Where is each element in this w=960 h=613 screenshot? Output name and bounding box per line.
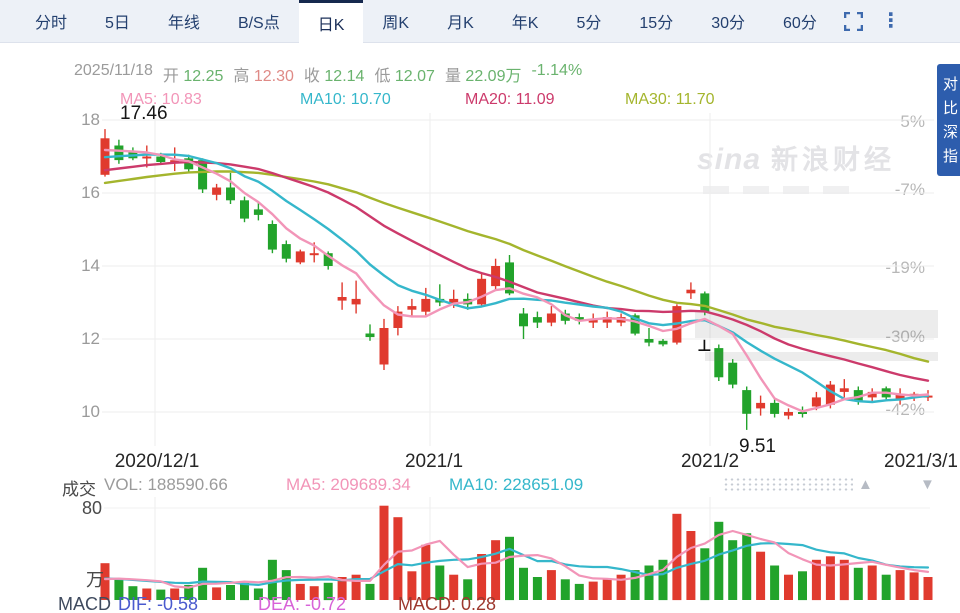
sina-logo-text: sina	[697, 143, 762, 176]
percent-axis-tick: -19%	[885, 258, 925, 277]
zoom-up-icon[interactable]: ▲	[858, 476, 873, 493]
info-close: 收 12.14	[303, 68, 365, 85]
ma-label-ma20: MA20: 11.09	[465, 91, 555, 108]
volume-axis-unit: 万	[86, 570, 104, 590]
ma-label-ma10: MA10: 10.70	[300, 91, 391, 108]
tab-minute[interactable]: 分时	[35, 15, 68, 32]
compare-shenzhen-index-button[interactable]: 对比深指	[937, 64, 960, 176]
watermark-subline	[697, 181, 895, 199]
ma-label-ma30: MA30: 11.70	[625, 91, 715, 108]
volume-ma5-value: MA5: 209689.34	[286, 475, 411, 494]
price-axis-tick: 14	[81, 256, 100, 275]
ohlc-info-bar: 2025/11/18 开 12.25 高 12.30 收 12.14 低 12.07 量 …	[74, 62, 582, 86]
info-volume: 量 22.09万	[444, 68, 522, 85]
zoom-down-icon[interactable]: ▼	[920, 476, 935, 493]
tab-15min[interactable]: 15分	[639, 15, 674, 32]
scrollbar-thumb[interactable]	[723, 477, 853, 491]
period-tabbar: 分时 5日 年线 B/S点 日K 周K 月K 年K 5分 15分 30分 60分 ⋮	[0, 0, 960, 43]
date-axis-tick: 2021/1	[404, 451, 464, 472]
lowest-price-annotation: 9.51	[739, 436, 776, 457]
macd-footer-row: MACD DIF: -0.58 DEA: -0.72 MACD: 0.28	[0, 594, 960, 613]
sina-watermark: sina 新浪财经	[697, 138, 895, 199]
tab-yearline[interactable]: 年线	[167, 15, 200, 32]
tab-60min[interactable]: 60分	[783, 15, 817, 32]
info-low: 低 12.07	[374, 68, 435, 85]
info-date: 2025/11/18	[74, 62, 153, 79]
more-menu-icon[interactable]: ⋮	[880, 10, 901, 32]
tab-yearly-k[interactable]: 年K	[511, 15, 539, 32]
ma-label-ma5: MA5: 10.83	[120, 91, 202, 108]
tabbar-icons: ⋮	[843, 0, 901, 42]
tab-30min[interactable]: 30分	[711, 15, 746, 32]
volume-section-label: 成交	[62, 480, 96, 499]
price-axis-tick: 18	[81, 110, 100, 129]
macd-dea-value: DEA: -0.72	[258, 594, 347, 613]
highest-price-annotation: 17.46	[120, 103, 168, 124]
date-axis-tick: 2021/3/1	[884, 451, 958, 472]
tab-5min[interactable]: 5分	[576, 15, 602, 32]
date-axis-tick: 2020/12/1	[114, 451, 200, 472]
info-open: 开 12.25	[162, 68, 224, 85]
tab-5day[interactable]: 5日	[105, 15, 130, 32]
volume-axis-tick: 80	[82, 498, 103, 518]
tab-bs-point[interactable]: B/S点	[237, 15, 280, 32]
volume-value: VOL: 188590.66	[104, 475, 228, 494]
macd-value: MACD: 0.28	[398, 594, 497, 613]
macd-section-label: MACD	[58, 594, 111, 613]
price-axis-tick: 12	[81, 329, 100, 348]
macd-dif-value: DIF: -0.58	[118, 594, 199, 613]
sina-finance-text: 新浪财经	[771, 145, 896, 175]
percent-axis-tick: -30%	[885, 327, 925, 346]
svg-text:⊥: ⊥	[697, 338, 712, 355]
fullscreen-icon[interactable]	[843, 11, 863, 31]
volume-ma10-value: MA10: 228651.09	[449, 475, 584, 494]
tab-monthly-k[interactable]: 月K	[447, 15, 474, 32]
price-axis-tick: 10	[81, 402, 100, 421]
info-change: -1.14%	[531, 62, 583, 79]
percent-axis-tick: -7%	[894, 180, 925, 199]
period-tabs: 分时 5日 年线 B/S点 日K 周K 月K 年K 5分 15分 30分 60分	[16, 0, 836, 43]
info-high: 高 12.30	[233, 68, 294, 85]
tab-daily-k[interactable]: 日K	[298, 0, 364, 43]
tab-weekly-k[interactable]: 周K	[382, 15, 410, 32]
percent-axis-tick: 5%	[900, 112, 925, 131]
price-axis-tick: 16	[81, 183, 100, 202]
volume-header-row: 成交 VOL: 188590.66 MA5: 209689.34 MA10: 2…	[0, 475, 960, 499]
date-axis-tick: 2021/2	[680, 451, 740, 472]
percent-axis-tick: -42%	[885, 400, 925, 419]
